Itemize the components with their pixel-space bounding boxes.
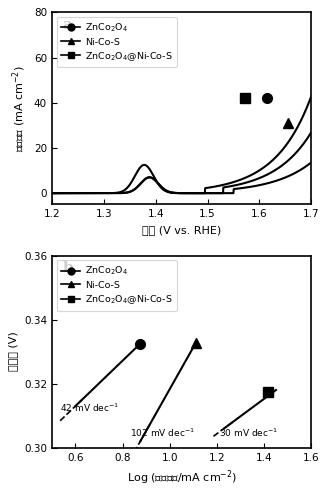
X-axis label: 电位 (V vs. RHE): 电位 (V vs. RHE) xyxy=(142,225,221,235)
Text: 102 mV dec$^{-1}$: 102 mV dec$^{-1}$ xyxy=(130,427,195,439)
Text: 30 mV dec$^{-1}$: 30 mV dec$^{-1}$ xyxy=(219,427,278,439)
Text: 42 mV dec$^{-1}$: 42 mV dec$^{-1}$ xyxy=(60,401,119,414)
Legend: ZnCo$_2$O$_4$, Ni-Co-S, ZnCo$_2$O$_4$@Ni-Co-S: ZnCo$_2$O$_4$, Ni-Co-S, ZnCo$_2$O$_4$@Ni… xyxy=(57,17,177,67)
Y-axis label: 过电位 (V): 过电位 (V) xyxy=(8,332,18,371)
Y-axis label: 电流密度 (mA cm$^{-2}$): 电流密度 (mA cm$^{-2}$) xyxy=(11,65,28,152)
Legend: ZnCo$_2$O$_4$, Ni-Co-S, ZnCo$_2$O$_4$@Ni-Co-S: ZnCo$_2$O$_4$, Ni-Co-S, ZnCo$_2$O$_4$@Ni… xyxy=(57,260,177,310)
Text: b: b xyxy=(62,261,73,275)
X-axis label: Log (电流密度/mA cm$^{-2}$): Log (电流密度/mA cm$^{-2}$) xyxy=(127,468,237,487)
Text: a: a xyxy=(62,18,72,32)
